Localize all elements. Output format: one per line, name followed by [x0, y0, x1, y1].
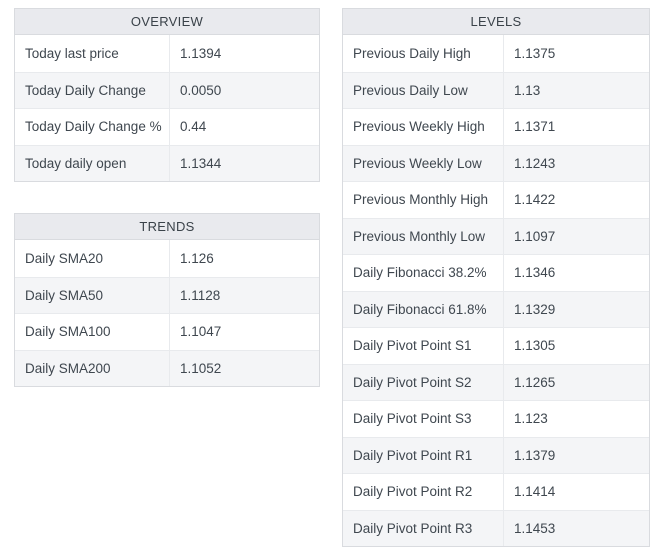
trends-title: TRENDS	[139, 219, 195, 234]
row-value: 1.13	[514, 82, 541, 98]
trends-table-header: TRENDS	[15, 214, 319, 240]
row-label: Previous Monthly Low	[343, 218, 504, 254]
table-row: Previous Daily High 1.1375	[343, 35, 649, 72]
table-row: Daily SMA20 1.126	[15, 240, 319, 277]
table-row: Daily Pivot Point S1 1.1305	[343, 327, 649, 364]
row-value: 0.0050	[180, 82, 222, 98]
row-value: 1.1375	[514, 45, 556, 61]
table-row: Daily Pivot Point S3 1.123	[343, 400, 649, 437]
row-label: Today Daily Change	[15, 72, 170, 108]
overview-table-body: Today last price 1.1394 Today Daily Change…	[15, 35, 319, 181]
row-value: 1.1344	[180, 155, 222, 171]
row-value: 1.1052	[180, 360, 222, 376]
row-label: Daily SMA200	[15, 350, 170, 386]
row-value: 1.1097	[514, 228, 556, 244]
row-value: 0.44	[180, 119, 207, 135]
table-row: Previous Weekly High 1.1371	[343, 108, 649, 145]
overview-title: OVERVIEW	[130, 14, 204, 29]
row-value: 1.1047	[180, 324, 222, 340]
right-column: LEVELS Previous Daily High 1.1375 Previous…	[342, 8, 650, 547]
table-row: Previous Monthly High 1.1422	[343, 181, 649, 218]
row-label: Daily Pivot Point S2	[343, 364, 504, 400]
row-label: Previous Monthly High	[343, 182, 504, 218]
levels-table-body: Previous Daily High 1.1375 Previous Daily …	[343, 35, 649, 546]
row-value: 1.1371	[514, 119, 556, 135]
row-label: Daily Fibonacci 38.2%	[343, 255, 504, 291]
table-row: Today daily open 1.1344	[15, 144, 319, 181]
levels-title: LEVELS	[470, 14, 522, 29]
table-row: Previous Weekly Low 1.1243	[343, 144, 649, 181]
trends-table: TRENDS Daily SMA20 1.126 Daily SMA50 1.1128…	[14, 213, 320, 387]
levels-table: LEVELS Previous Daily High 1.1375 Previous…	[342, 8, 650, 547]
left-column: OVERVIEW Today last price 1.1394 Today Dai…	[14, 8, 320, 387]
table-row: Previous Monthly Low 1.1097	[343, 217, 649, 254]
table-row: Today Daily Change % 0.44	[15, 108, 319, 145]
row-value: 1.1394	[180, 45, 222, 61]
table-row: Daily Fibonacci 61.8% 1.1329	[343, 290, 649, 327]
table-row: Daily Pivot Point R3 1.1453	[343, 509, 649, 546]
table-row: Daily SMA50 1.1128	[15, 276, 319, 313]
row-label: Today last price	[15, 35, 170, 72]
overview-table-header: OVERVIEW	[15, 9, 319, 35]
table-row: Daily Pivot Point R2 1.1414	[343, 473, 649, 510]
row-value: 1.1346	[514, 265, 556, 281]
table-row: Today last price 1.1394	[15, 35, 319, 72]
row-label: Daily Pivot Point S1	[343, 328, 504, 364]
row-label: Daily Fibonacci 61.8%	[343, 291, 504, 327]
table-row: Daily SMA100 1.1047	[15, 313, 319, 350]
row-value: 1.1243	[514, 155, 556, 171]
row-label: Previous Daily Low	[343, 72, 504, 108]
row-label: Today daily open	[15, 145, 170, 181]
row-value: 1.126	[180, 250, 214, 266]
row-label: Daily SMA20	[15, 240, 170, 277]
row-value: 1.1305	[514, 338, 556, 354]
row-label: Daily Pivot Point R1	[343, 437, 504, 473]
table-row: Daily Pivot Point R1 1.1379	[343, 436, 649, 473]
trends-table-body: Daily SMA20 1.126 Daily SMA50 1.1128 Daily S…	[15, 240, 319, 386]
row-value: 1.1329	[514, 301, 556, 317]
row-label: Previous Weekly Low	[343, 145, 504, 181]
levels-table-header: LEVELS	[343, 9, 649, 35]
row-label: Daily Pivot Point R3	[343, 510, 504, 546]
row-label: Previous Weekly High	[343, 109, 504, 145]
row-value: 1.1422	[514, 192, 556, 208]
row-label: Daily SMA50	[15, 277, 170, 313]
row-label: Today Daily Change %	[15, 109, 170, 145]
row-value: 1.1265	[514, 374, 556, 390]
table-row: Daily Pivot Point S2 1.1265	[343, 363, 649, 400]
row-value: 1.1414	[514, 484, 556, 500]
row-label: Daily Pivot Point R2	[343, 474, 504, 510]
row-value: 1.1453	[514, 520, 556, 536]
overview-table: OVERVIEW Today last price 1.1394 Today Dai…	[14, 8, 320, 182]
table-row: Today Daily Change 0.0050	[15, 71, 319, 108]
table-row: Daily Fibonacci 38.2% 1.1346	[343, 254, 649, 291]
row-label: Daily Pivot Point S3	[343, 401, 504, 437]
row-value: 1.1128	[180, 287, 221, 303]
row-value: 1.123	[514, 411, 548, 427]
table-row: Previous Daily Low 1.13	[343, 71, 649, 108]
row-label: Previous Daily High	[343, 35, 504, 72]
table-row: Daily SMA200 1.1052	[15, 349, 319, 386]
row-label: Daily SMA100	[15, 314, 170, 350]
row-value: 1.1379	[514, 447, 556, 463]
